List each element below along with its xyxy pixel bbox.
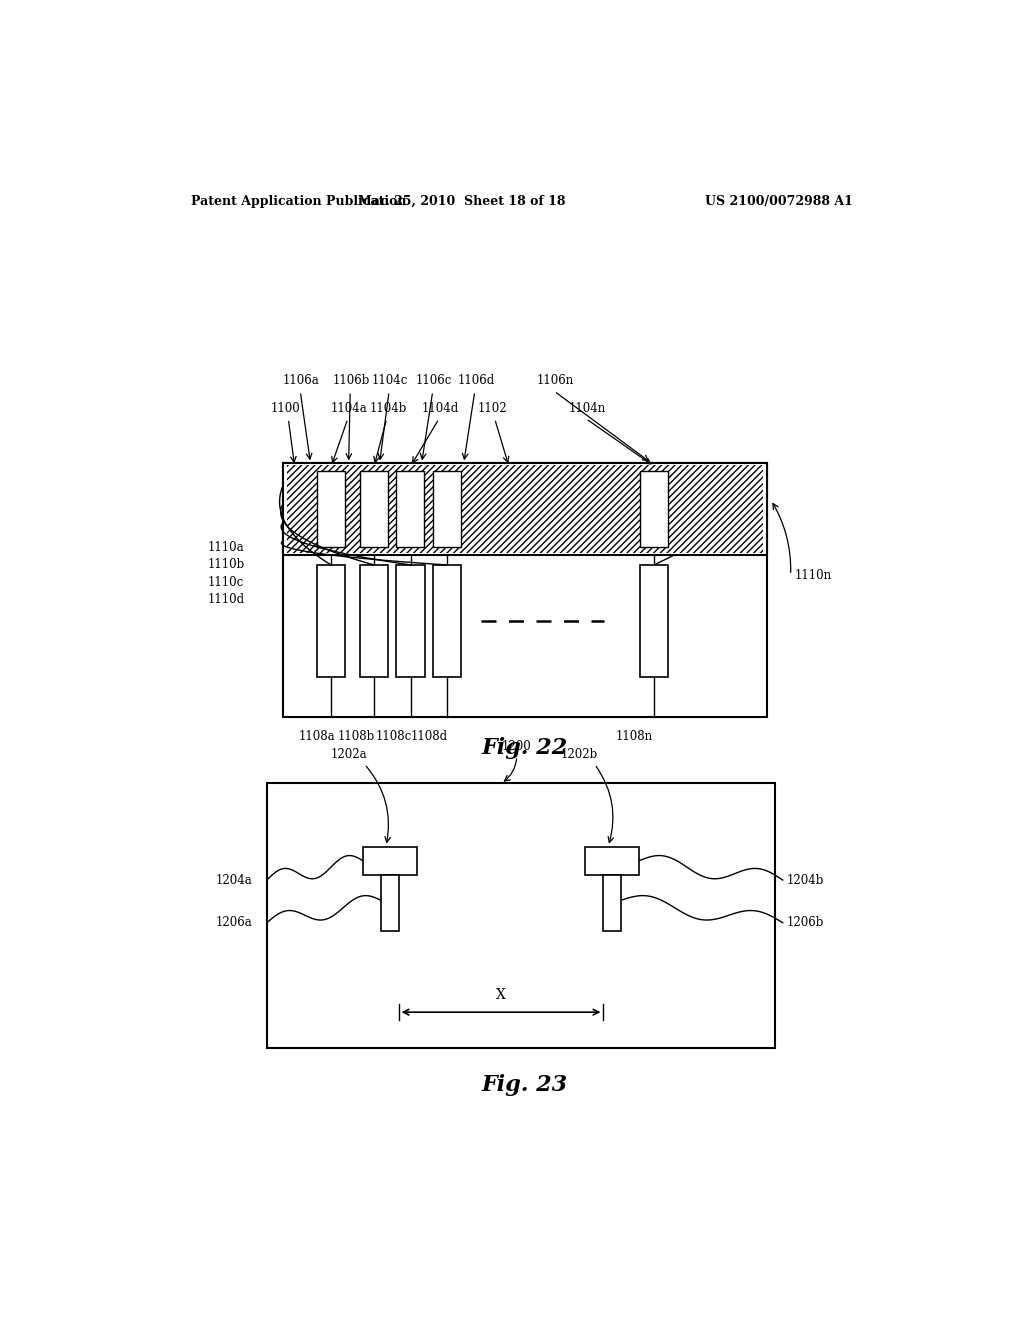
Text: 1204b: 1204b bbox=[786, 874, 824, 887]
Text: 1108b: 1108b bbox=[337, 730, 375, 743]
Bar bbox=[433, 565, 461, 677]
Bar bbox=[585, 846, 639, 875]
Text: 1202a: 1202a bbox=[331, 748, 367, 762]
Bar bbox=[267, 784, 775, 1048]
Text: 1106a: 1106a bbox=[283, 374, 319, 387]
Bar bbox=[381, 875, 398, 931]
Text: 1108d: 1108d bbox=[411, 730, 447, 743]
Text: 1204a: 1204a bbox=[215, 874, 252, 887]
Text: Fig. 22: Fig. 22 bbox=[481, 737, 568, 759]
Text: US 2100/0072988 A1: US 2100/0072988 A1 bbox=[705, 194, 853, 207]
Text: 1100: 1100 bbox=[270, 401, 301, 414]
Text: 1110c: 1110c bbox=[207, 576, 244, 589]
Text: 1102: 1102 bbox=[477, 401, 507, 414]
Text: 1106d: 1106d bbox=[458, 374, 495, 387]
Text: 1110d: 1110d bbox=[207, 593, 245, 606]
Text: 1110b: 1110b bbox=[207, 558, 245, 572]
Text: 1104b: 1104b bbox=[370, 401, 407, 414]
Text: Fig. 23: Fig. 23 bbox=[481, 1074, 568, 1097]
Bar bbox=[283, 463, 767, 718]
Bar bbox=[396, 565, 425, 677]
Text: 1108c: 1108c bbox=[376, 730, 412, 743]
Text: Mar. 25, 2010  Sheet 18 of 18: Mar. 25, 2010 Sheet 18 of 18 bbox=[357, 194, 565, 207]
Text: 1110a: 1110a bbox=[207, 541, 244, 554]
Text: 1106n: 1106n bbox=[537, 374, 574, 387]
Text: 1106b: 1106b bbox=[333, 374, 370, 387]
Bar bbox=[316, 565, 345, 677]
Text: 1206b: 1206b bbox=[786, 916, 824, 929]
Text: 1108n: 1108n bbox=[615, 730, 653, 743]
Text: 1104n: 1104n bbox=[568, 401, 606, 414]
Bar bbox=[433, 471, 461, 548]
Bar bbox=[396, 471, 424, 548]
Bar bbox=[359, 471, 387, 548]
Text: 1106c: 1106c bbox=[416, 374, 452, 387]
Bar bbox=[640, 565, 669, 677]
Text: X: X bbox=[496, 987, 506, 1002]
Text: 1202b: 1202b bbox=[560, 748, 597, 762]
Text: 1104a: 1104a bbox=[331, 401, 368, 414]
Bar bbox=[287, 466, 763, 553]
Bar bbox=[316, 471, 345, 548]
Text: 1200: 1200 bbox=[502, 741, 531, 752]
Text: 1206a: 1206a bbox=[215, 916, 252, 929]
Text: 1104c: 1104c bbox=[372, 374, 408, 387]
Text: 1108a: 1108a bbox=[299, 730, 335, 743]
Text: Patent Application Publication: Patent Application Publication bbox=[191, 194, 407, 207]
Bar bbox=[603, 875, 621, 931]
Text: 1110n: 1110n bbox=[795, 569, 831, 582]
Bar bbox=[640, 471, 668, 548]
Bar bbox=[359, 565, 388, 677]
Text: 1104d: 1104d bbox=[422, 401, 459, 414]
Bar bbox=[362, 846, 417, 875]
Bar bbox=[283, 463, 767, 554]
